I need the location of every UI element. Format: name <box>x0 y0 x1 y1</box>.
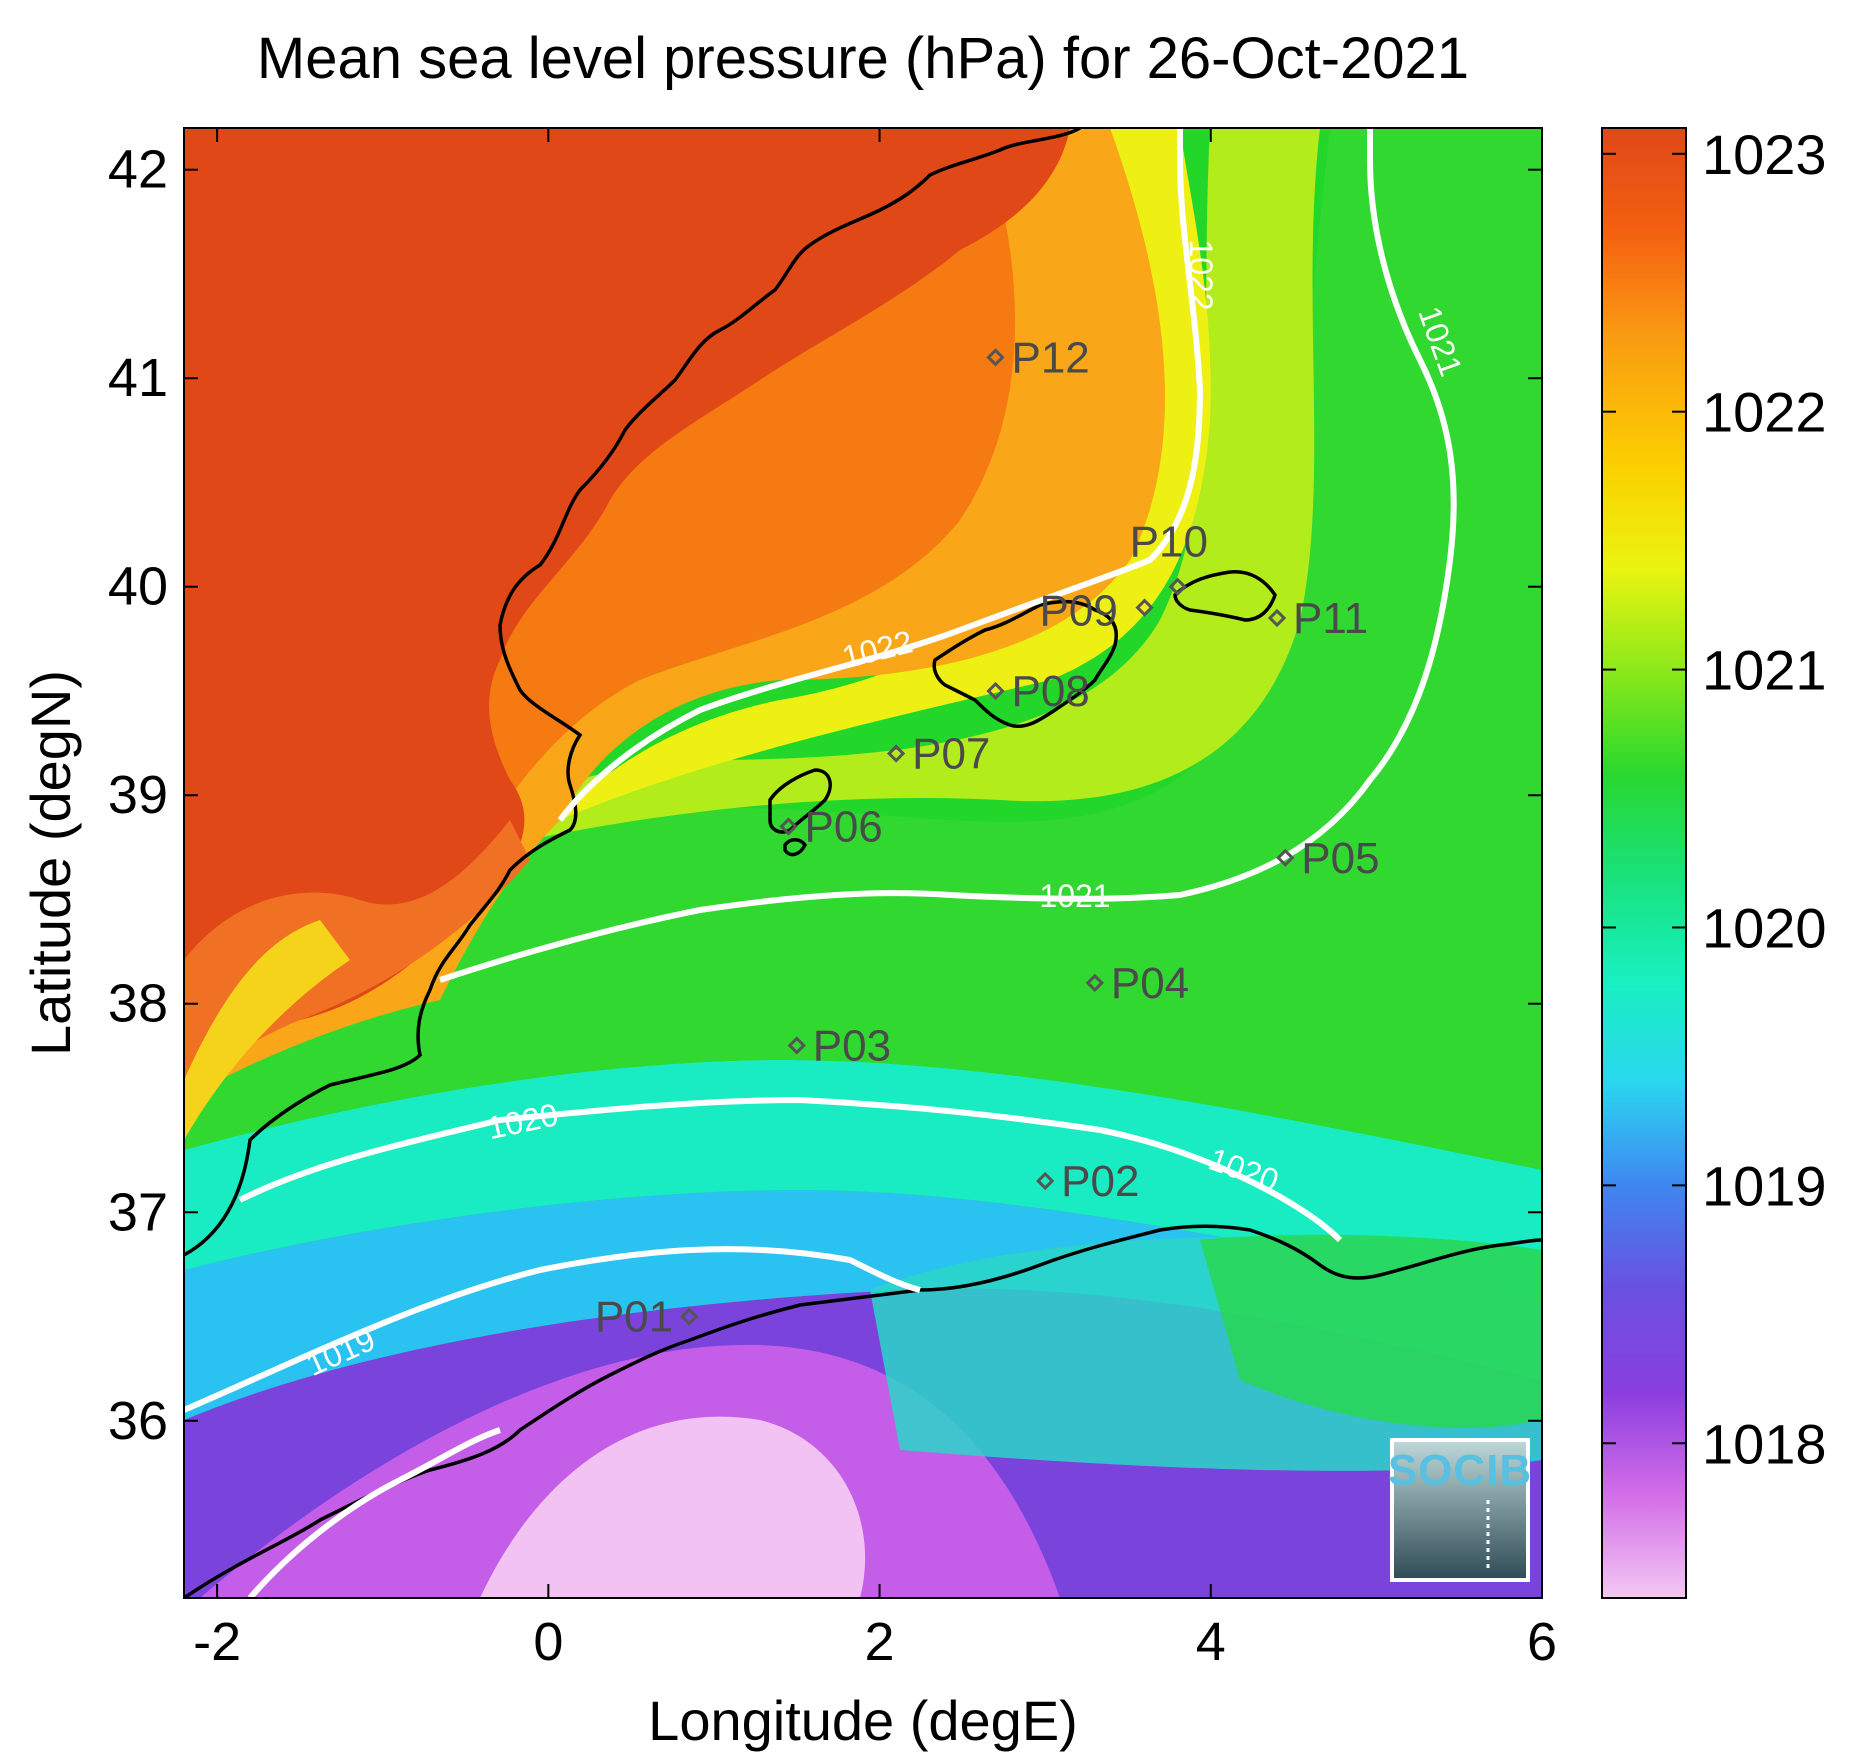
isobar-1020 <box>238 1096 1343 1243</box>
iberian-coastline <box>184 128 1081 1257</box>
coastlines <box>184 128 1542 1598</box>
y-tick-label: 36 <box>108 1391 168 1451</box>
y-axis-label: Latitude (degN) <box>19 670 82 1056</box>
station-marker <box>1085 973 1104 993</box>
station-p06: P06 <box>779 803 883 852</box>
station-marker <box>1267 608 1287 628</box>
socib-logo: SOCIB <box>1388 1438 1532 1582</box>
station-p04: P04 <box>1085 959 1189 1008</box>
colorbar-tick-label: 1021 <box>1702 639 1827 702</box>
y-tick-label: 38 <box>108 974 168 1034</box>
station-p08: P08 <box>986 667 1090 716</box>
colorbar-ticks: 1018 1019 1020 1021 1022 1023 <box>1602 123 1827 1475</box>
station-label: P04 <box>1111 959 1189 1008</box>
logo-text: SOCIB <box>1388 1446 1532 1495</box>
colorbar-tick-label: 1019 <box>1702 1154 1827 1217</box>
isobars <box>184 128 1457 1598</box>
colorbar <box>1601 127 1687 1599</box>
station-p05: P05 <box>1276 834 1380 883</box>
pressure-field <box>184 128 1542 1598</box>
station-marker <box>986 348 1005 367</box>
station-label: P05 <box>1301 834 1379 883</box>
station-p07: P07 <box>887 730 990 779</box>
station-p01: P01 <box>595 1293 699 1342</box>
y-tick-label: 37 <box>108 1182 168 1242</box>
station-label: P01 <box>595 1293 673 1342</box>
y-tick-label: 42 <box>108 140 168 200</box>
plot-frame <box>183 127 1543 1599</box>
ibiza-coastline <box>768 768 832 834</box>
station-marker <box>787 1036 806 1055</box>
x-axis-ticks: -2 0 2 4 6 <box>193 128 1557 1672</box>
x-tick-label: 2 <box>865 1612 895 1672</box>
x-tick-label: 0 <box>533 1612 563 1672</box>
isobar-1019-main <box>184 1246 921 1413</box>
colorbar-tick-label: 1020 <box>1702 896 1827 959</box>
isobar-1019-south <box>247 1427 501 1598</box>
station-marker <box>1036 1171 1055 1191</box>
y-axis-ticks: 36 37 38 39 40 41 42 <box>108 140 1542 1451</box>
y-tick-label: 40 <box>108 557 168 617</box>
station-p11: P11 <box>1267 594 1368 643</box>
isobar-1022 <box>557 128 1204 822</box>
station-label: P08 <box>1011 667 1089 716</box>
station-label: P02 <box>1061 1157 1139 1206</box>
station-label: P06 <box>804 803 882 852</box>
colorbar-tick-label: 1023 <box>1702 123 1827 186</box>
station-p03: P03 <box>787 1021 891 1070</box>
x-axis-label: Longitude (degE) <box>648 1689 1078 1752</box>
station-label: P12 <box>1011 333 1089 382</box>
station-marker <box>1135 598 1154 617</box>
y-tick-label: 41 <box>108 348 168 408</box>
mallorca-coastline <box>932 599 1118 728</box>
contour-label-1022-north: 1022 <box>1183 239 1219 310</box>
contour-label-1021-south: 1021 <box>1039 878 1110 914</box>
colorbar-tick-label: 1022 <box>1702 381 1827 444</box>
station-p09: P09 <box>1040 587 1154 636</box>
station-label: P10 <box>1130 518 1208 567</box>
station-marker <box>679 1307 699 1326</box>
station-p02: P02 <box>1036 1157 1139 1206</box>
station-label: P07 <box>912 730 990 779</box>
station-marker <box>887 744 906 763</box>
station-marker <box>779 817 798 836</box>
formentera-coastline <box>783 838 808 857</box>
station-marker <box>1168 577 1187 596</box>
station-marker <box>1276 848 1295 867</box>
x-tick-label: 6 <box>1527 1612 1557 1672</box>
colorbar-tick-label: 1018 <box>1702 1412 1827 1475</box>
x-tick-label: 4 <box>1196 1612 1226 1672</box>
station-p10: P10 <box>1130 518 1208 596</box>
figure-title: Mean sea level pressure (hPa) for 26-Oct… <box>257 26 1469 91</box>
x-tick-label: -2 <box>193 1612 241 1672</box>
station-marker <box>986 681 1005 701</box>
station-label: P03 <box>813 1021 891 1070</box>
station-p12: P12 <box>986 333 1090 382</box>
station-label: P11 <box>1293 594 1368 643</box>
isobar-1021 <box>439 128 1457 983</box>
menorca-coastline <box>1173 570 1277 622</box>
african-coastline <box>184 1224 1542 1598</box>
y-tick-label: 39 <box>108 765 168 825</box>
station-label: P09 <box>1040 587 1118 636</box>
